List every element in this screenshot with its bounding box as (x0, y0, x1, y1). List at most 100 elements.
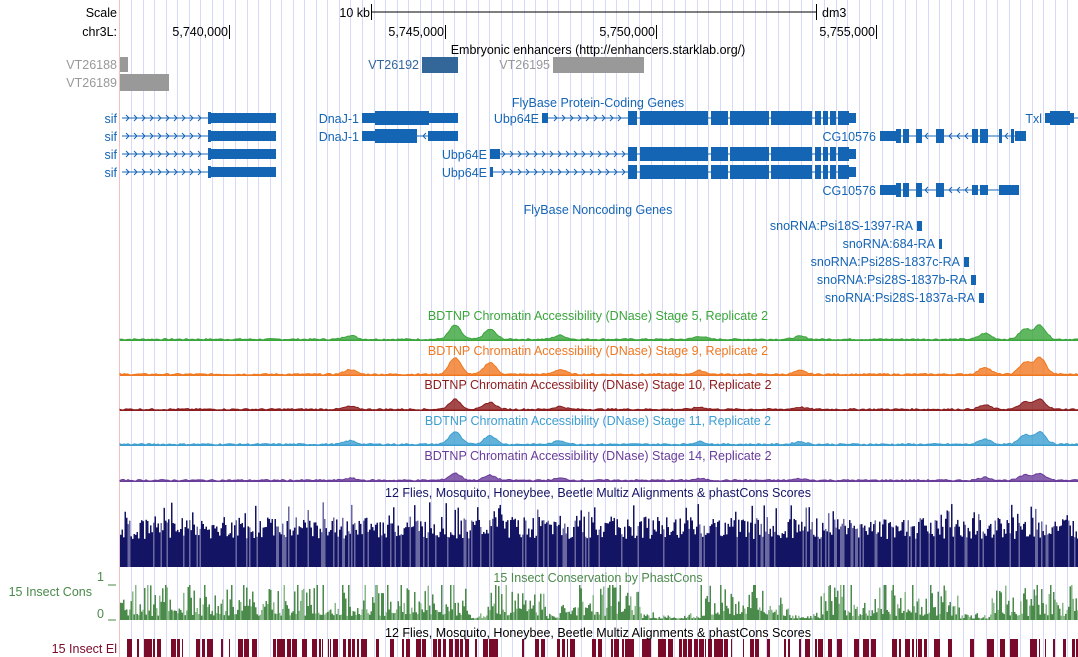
cons-bar (664, 616, 666, 620)
cons-bar (874, 598, 876, 620)
multiz-bar (444, 534, 446, 567)
gene-model[interactable] (1045, 111, 1078, 125)
dnase-track-stage11[interactable]: BDTNP Chromatin Accessibility (DNase) St… (119, 414, 1078, 446)
cons-bar (1000, 592, 1002, 620)
ncrna-feature[interactable] (939, 239, 942, 249)
phastcons-track[interactable]: 15 Insect Conservation by PhastCons 15 I… (9, 570, 1078, 621)
multiz-bar (1057, 530, 1059, 567)
multiz-bar (348, 531, 350, 567)
enhancer-feature[interactable] (120, 57, 128, 72)
enhancer-label[interactable]: VT26195 (499, 58, 550, 72)
cons-bar (186, 610, 188, 620)
gene-model[interactable] (122, 166, 276, 178)
cons-bar (184, 615, 186, 620)
gene-model[interactable] (122, 130, 276, 142)
ncrna-label[interactable]: snoRNA:Psi18S-1397-RA (770, 219, 914, 233)
enhancer-label[interactable]: VT26189 (66, 76, 117, 90)
gene-model[interactable] (880, 183, 1019, 197)
cons-bar (462, 600, 464, 620)
gene-label[interactable]: Txl (1025, 112, 1042, 126)
multiz-bar (426, 538, 428, 567)
cons-bar (786, 609, 788, 620)
ncrna-label[interactable]: snoRNA:684-RA (843, 237, 936, 251)
exon (711, 111, 728, 125)
gene-label[interactable]: sif (105, 130, 118, 144)
ncrna-feature[interactable] (979, 293, 984, 303)
noncoding-genes-track[interactable]: FlyBase Noncoding Genes snoRNA:Psi18S-13… (524, 203, 984, 305)
conserved-elements-track[interactable]: 12 Flies, Mosquito, Honeybee, Beetle Mul… (52, 626, 1078, 657)
gene-label[interactable]: sif (105, 166, 118, 180)
multiz-bar (720, 535, 722, 567)
dnase-track-stage10[interactable]: BDTNP Chromatin Accessibility (DNase) St… (119, 378, 1078, 411)
ncrna-label[interactable]: snoRNA:Psi28S-1837a-RA (825, 291, 976, 305)
enhancers-track[interactable]: Embryonic enhancers (http://enhancers.st… (66, 43, 745, 91)
gene-model[interactable] (490, 147, 856, 161)
enhancer-label[interactable]: VT26192 (368, 58, 419, 72)
dnase-track-stage14[interactable]: BDTNP Chromatin Accessibility (DNase) St… (119, 449, 1078, 482)
gene-model[interactable] (122, 148, 276, 160)
multiz-bar (796, 532, 798, 567)
gene-label[interactable]: Ubp64E (494, 112, 539, 126)
gene-label[interactable]: Ubp64E (442, 166, 487, 180)
multiz-track[interactable]: 12 Flies, Mosquito, Honeybee, Beetle Mul… (120, 486, 1078, 567)
enhancer-label[interactable]: VT26188 (66, 58, 117, 72)
dnase-track-stage9[interactable]: BDTNP Chromatin Accessibility (DNase) St… (119, 344, 1078, 376)
multiz-bar (934, 520, 936, 567)
multiz-bar (253, 537, 255, 567)
track-side-label[interactable]: 15 Insect El (52, 642, 117, 656)
exon (972, 129, 978, 143)
gene-model[interactable] (362, 129, 458, 143)
gene-label[interactable]: DnaJ-1 (319, 130, 359, 144)
gene-label[interactable]: sif (105, 148, 118, 162)
enhancer-feature[interactable] (120, 74, 169, 91)
gene-model[interactable] (542, 111, 856, 125)
ncrna-feature[interactable] (917, 221, 922, 231)
multiz-bar (748, 532, 750, 567)
multiz-bar (300, 527, 302, 567)
multiz-bar (982, 531, 984, 567)
cons-bar (717, 612, 719, 620)
multiz-bar (837, 519, 839, 567)
ncrna-label[interactable]: snoRNA:Psi28S-1837b-RA (817, 273, 968, 287)
ncrna-feature[interactable] (964, 257, 969, 267)
cons-bar (1053, 591, 1055, 620)
ncrna-feature[interactable] (971, 275, 976, 285)
cons-bar (343, 592, 345, 620)
multiz-bar (1066, 515, 1068, 567)
dnase-track-stage5[interactable]: BDTNP Chromatin Accessibility (DNase) St… (119, 309, 1078, 341)
cons-bar (910, 612, 912, 620)
multiz-bar (181, 518, 183, 567)
cons-bar (304, 615, 306, 620)
enhancer-feature[interactable] (422, 57, 458, 73)
multiz-bar (442, 528, 444, 567)
gene-model[interactable] (122, 112, 276, 124)
gene-label[interactable]: CG10576 (822, 184, 876, 198)
enhancer-feature[interactable] (553, 57, 644, 73)
gene-label[interactable]: Ubp64E (442, 148, 487, 162)
conserved-element (406, 639, 410, 657)
multiz-bar (339, 529, 341, 567)
ruler-track[interactable]: Scale chr3L: 10 kb dm3 5,740,000 5,745,0… (82, 4, 877, 39)
multiz-bar (703, 525, 705, 567)
cons-bar (267, 604, 269, 620)
cons-bar (945, 590, 947, 620)
multiz-bar (700, 533, 702, 567)
gene-model[interactable] (490, 165, 856, 179)
ncrna-label[interactable]: snoRNA:Psi28S-1837c-RA (811, 255, 961, 269)
gene-model[interactable] (362, 111, 458, 125)
multiz-bar (403, 528, 405, 567)
protein-coding-genes-track[interactable]: FlyBase Protein-Coding Genes sif sif sif… (105, 96, 1078, 198)
gene-model[interactable] (880, 129, 1026, 143)
gene-label[interactable]: CG10576 (822, 130, 876, 144)
exon (640, 165, 708, 179)
cons-bar (486, 615, 488, 620)
cons-bar (694, 618, 696, 620)
gene-label[interactable]: sif (105, 112, 118, 126)
exon (730, 147, 769, 161)
track-side-label[interactable]: 15 Insect Cons (9, 585, 92, 599)
cons-bar (901, 613, 903, 620)
multiz-bar (489, 520, 491, 567)
gene-label[interactable]: DnaJ-1 (319, 112, 359, 126)
multiz-bar (663, 529, 665, 567)
